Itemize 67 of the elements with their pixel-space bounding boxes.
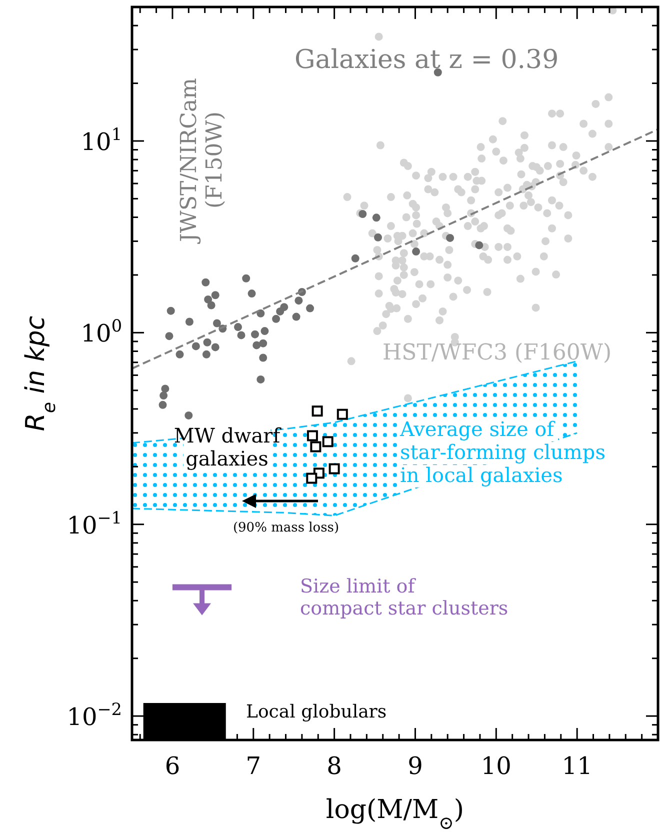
point	[234, 323, 242, 332]
annotation: JWST/NIRCam (F150W)	[177, 78, 228, 244]
point	[256, 309, 265, 318]
point	[310, 441, 322, 452]
point	[212, 319, 221, 328]
annotation: MW dwarf galaxies	[174, 424, 282, 470]
point	[374, 233, 382, 242]
point	[434, 68, 442, 76]
point	[306, 304, 314, 312]
point	[328, 463, 340, 474]
point	[242, 274, 250, 282]
point	[446, 234, 454, 242]
x-tick-label: 9	[408, 752, 423, 780]
point	[306, 430, 318, 442]
point	[351, 254, 360, 262]
point	[203, 338, 212, 346]
point	[237, 331, 246, 340]
point	[176, 350, 184, 358]
point	[294, 296, 303, 305]
x-tick-label: 7	[246, 752, 262, 780]
point	[207, 301, 216, 310]
point	[248, 290, 256, 298]
annotation: Size limit of compact star clusters	[300, 576, 508, 620]
point	[204, 295, 212, 304]
point	[322, 436, 334, 448]
point	[259, 339, 268, 348]
point	[256, 375, 265, 384]
point	[202, 278, 210, 286]
point	[475, 241, 484, 250]
x-tick-label: 10	[480, 752, 512, 780]
point	[202, 350, 210, 358]
point	[372, 214, 380, 222]
point	[412, 248, 420, 256]
point	[336, 408, 348, 420]
annotation: HST/WFC3 (F160W)	[382, 340, 612, 366]
point	[272, 314, 280, 323]
annotation: Average size of star-forming clumps in local galaxies	[399, 417, 606, 487]
point	[160, 392, 168, 400]
point	[260, 327, 269, 336]
point	[158, 400, 167, 409]
point	[292, 312, 300, 321]
x-tick-label: 6	[164, 752, 180, 780]
point	[306, 472, 318, 484]
point	[251, 330, 260, 338]
y-tick-label: 10$^{−2}$	[66, 699, 122, 732]
point	[211, 343, 220, 352]
annotation: Local globulars	[246, 701, 387, 722]
x-tick-label: 11	[562, 752, 592, 780]
text: Galaxies at z = 0.39	[294, 45, 559, 75]
point	[211, 291, 220, 300]
y-tick-label: 10$^{1}$	[80, 124, 122, 156]
point	[312, 406, 323, 417]
point	[252, 341, 261, 350]
point	[184, 411, 193, 420]
point	[192, 342, 200, 350]
annotation: (90% mass loss)	[232, 520, 340, 536]
x-axis-title: log(M/M$_{⊙}$)	[326, 795, 464, 834]
y-tick-label: 10$^{0}$	[80, 316, 122, 348]
point	[166, 306, 175, 315]
y-tick-label: 10$^{−1}$	[66, 507, 122, 540]
point	[280, 303, 288, 312]
x-tick-label: 8	[326, 752, 342, 780]
point	[358, 210, 367, 218]
point	[165, 332, 174, 340]
point	[161, 384, 170, 393]
point	[185, 318, 194, 326]
point	[259, 354, 268, 362]
